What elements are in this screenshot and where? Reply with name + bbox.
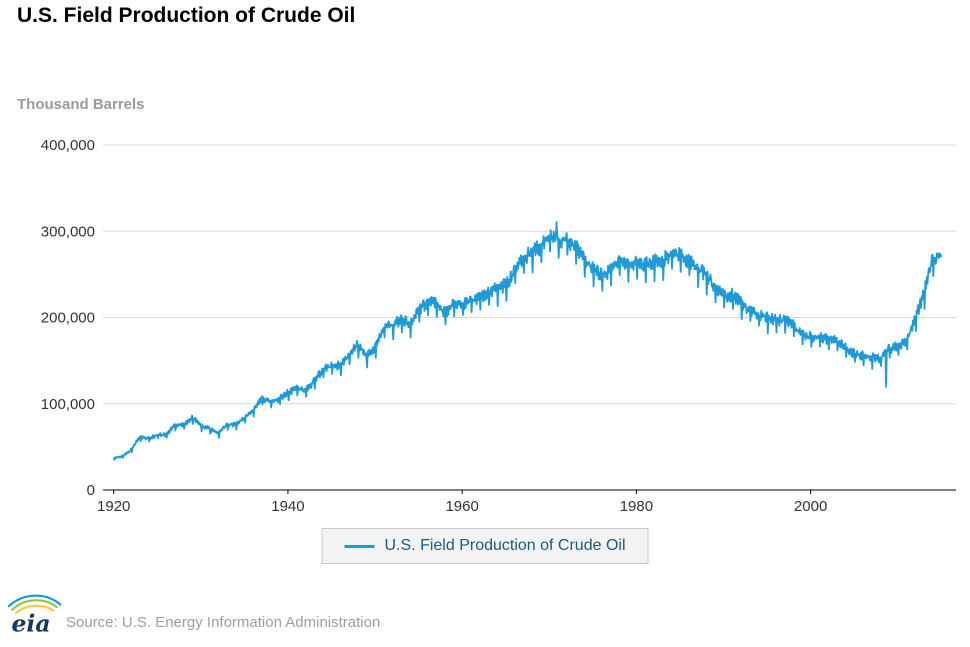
logo-text: eia bbox=[11, 610, 50, 636]
x-tick-label: 1980 bbox=[620, 498, 653, 515]
x-tick-label: 1920 bbox=[97, 498, 130, 515]
y-tick-label: 0 bbox=[87, 482, 95, 499]
eia-logo: eia bbox=[8, 594, 62, 636]
y-tick-label: 400,000 bbox=[41, 137, 95, 154]
y-tick-label: 100,000 bbox=[41, 396, 95, 413]
legend-line-swatch bbox=[344, 544, 375, 548]
production-line-chart: 0 100,000 200,000 300,000 400,000 1920 1940 196… bbox=[41, 137, 956, 515]
x-tick-label: 1940 bbox=[271, 498, 304, 515]
x-tick-label: 1960 bbox=[445, 498, 478, 515]
y-tick-label: 200,000 bbox=[41, 310, 95, 327]
y-tick-label: 300,000 bbox=[41, 223, 95, 240]
logo-arc-yellow bbox=[14, 604, 55, 615]
production-series-line bbox=[112, 221, 943, 461]
chart-legend[interactable]: U.S. Field Production of Crude Oil bbox=[321, 528, 649, 564]
logo-arc-blue bbox=[8, 594, 62, 608]
source-attribution: Source: U.S. Energy Information Administ… bbox=[66, 614, 381, 631]
logo-arc-green bbox=[11, 599, 58, 611]
x-tick-label: 2000 bbox=[794, 498, 827, 515]
legend-series-label: U.S. Field Production of Crude Oil bbox=[384, 537, 626, 554]
y-axis-units-label: Thousand Barrels bbox=[17, 96, 145, 113]
chart-title: U.S. Field Production of Crude Oil bbox=[17, 4, 356, 27]
